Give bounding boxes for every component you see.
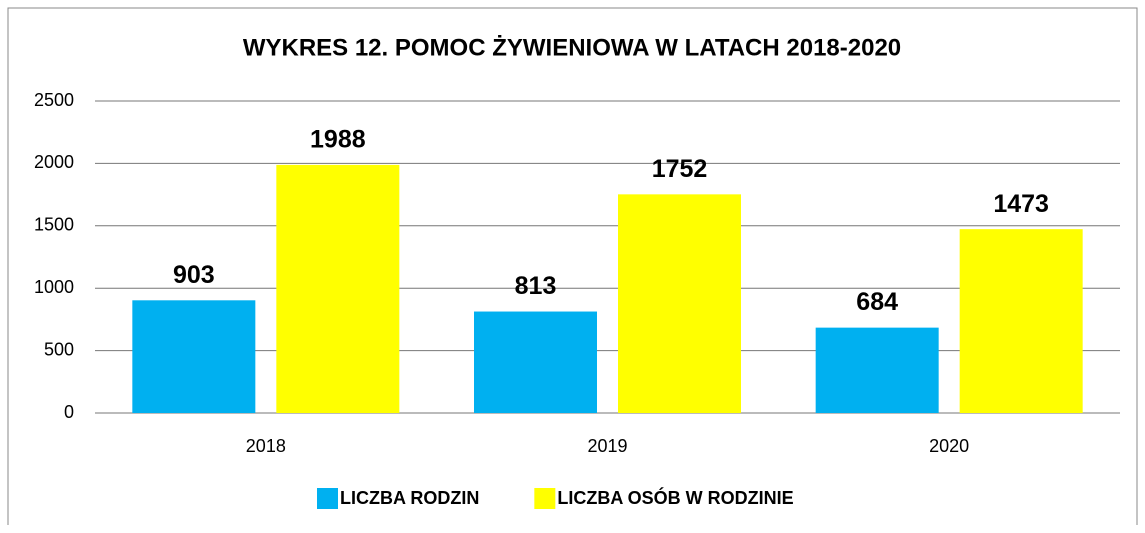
y-tick-label: 2500 — [34, 90, 74, 110]
data-label: 813 — [515, 272, 557, 300]
bar — [474, 311, 597, 413]
data-label: 684 — [856, 288, 898, 316]
x-tick-label: 2020 — [929, 436, 969, 456]
legend-swatch — [534, 488, 556, 509]
legend-label: LICZBA RODZIN — [340, 488, 479, 508]
legend-label: LICZBA OSÓB W RODZINIE — [557, 487, 793, 508]
x-tick-label: 2019 — [587, 436, 627, 456]
bar — [618, 194, 741, 413]
data-label: 1473 — [993, 190, 1049, 218]
chart-border — [7, 7, 1138, 525]
bar — [959, 229, 1083, 413]
bar — [132, 300, 256, 413]
data-label: 1988 — [310, 126, 366, 154]
data-label: 903 — [173, 261, 215, 289]
bar — [815, 327, 939, 413]
y-tick-label: 1000 — [34, 277, 74, 297]
bar — [276, 164, 400, 413]
x-tick-label: 2018 — [246, 436, 286, 456]
y-tick-label: 0 — [64, 402, 74, 422]
y-tick-label: 1500 — [34, 215, 74, 235]
data-label: 1752 — [652, 155, 708, 183]
chart-title: WYKRES 12. POMOC ŻYWIENIOWA W LATACH 201… — [243, 34, 901, 61]
y-tick-label: 2000 — [34, 152, 74, 172]
legend-swatch — [317, 488, 338, 509]
y-tick-label: 500 — [44, 339, 74, 359]
